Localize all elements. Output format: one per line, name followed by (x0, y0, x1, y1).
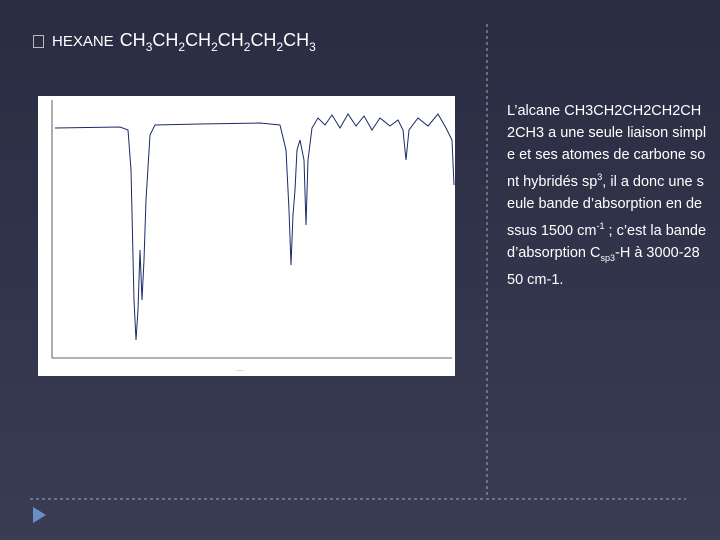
formula-subscript: 2 (211, 40, 218, 54)
body-segment: , il a donc une seule bande d’absorption… (507, 173, 704, 239)
body-segment: ; c’est la bande d’absorption C (507, 222, 707, 261)
bullet-glyph (33, 35, 44, 48)
body-text: L’alcane CH3CH2CH2CH2CH2CH3 a une seule … (507, 100, 707, 291)
formula: CH3CH2CH2CH2CH2CH3 (119, 30, 316, 54)
body-segment: L’alcane CH3CH2CH2CH2CH2CH3 a une seule … (507, 103, 707, 190)
body-subscript: sp3 (600, 252, 616, 263)
body-superscript: -1 (596, 220, 605, 231)
formula-subscript: 3 (145, 40, 153, 54)
formula-part: CH (283, 30, 310, 50)
nav-arrow[interactable] (33, 507, 46, 523)
formula-part: CH (152, 30, 179, 50)
formula-part: CH (185, 30, 212, 50)
spectrum-image: ····· (38, 96, 455, 376)
body-segment: -H à 3000-2850 cm-1. (507, 244, 700, 288)
body-superscript: 3 (597, 172, 603, 182)
title-text: HEXANE (52, 33, 114, 50)
formula-subscript: 2 (243, 40, 251, 54)
formula-part: CH (119, 30, 146, 50)
formula-subscript: 3 (309, 40, 316, 54)
formula-part: CH (250, 30, 277, 50)
formula-subscript: 2 (276, 40, 284, 54)
formula-part: CH (217, 30, 244, 50)
svg-text:·····: ····· (236, 368, 245, 374)
slide-title: HEXANE CH3CH2CH2CH2CH2CH3 (52, 30, 316, 54)
formula-subscript: 2 (178, 40, 186, 54)
